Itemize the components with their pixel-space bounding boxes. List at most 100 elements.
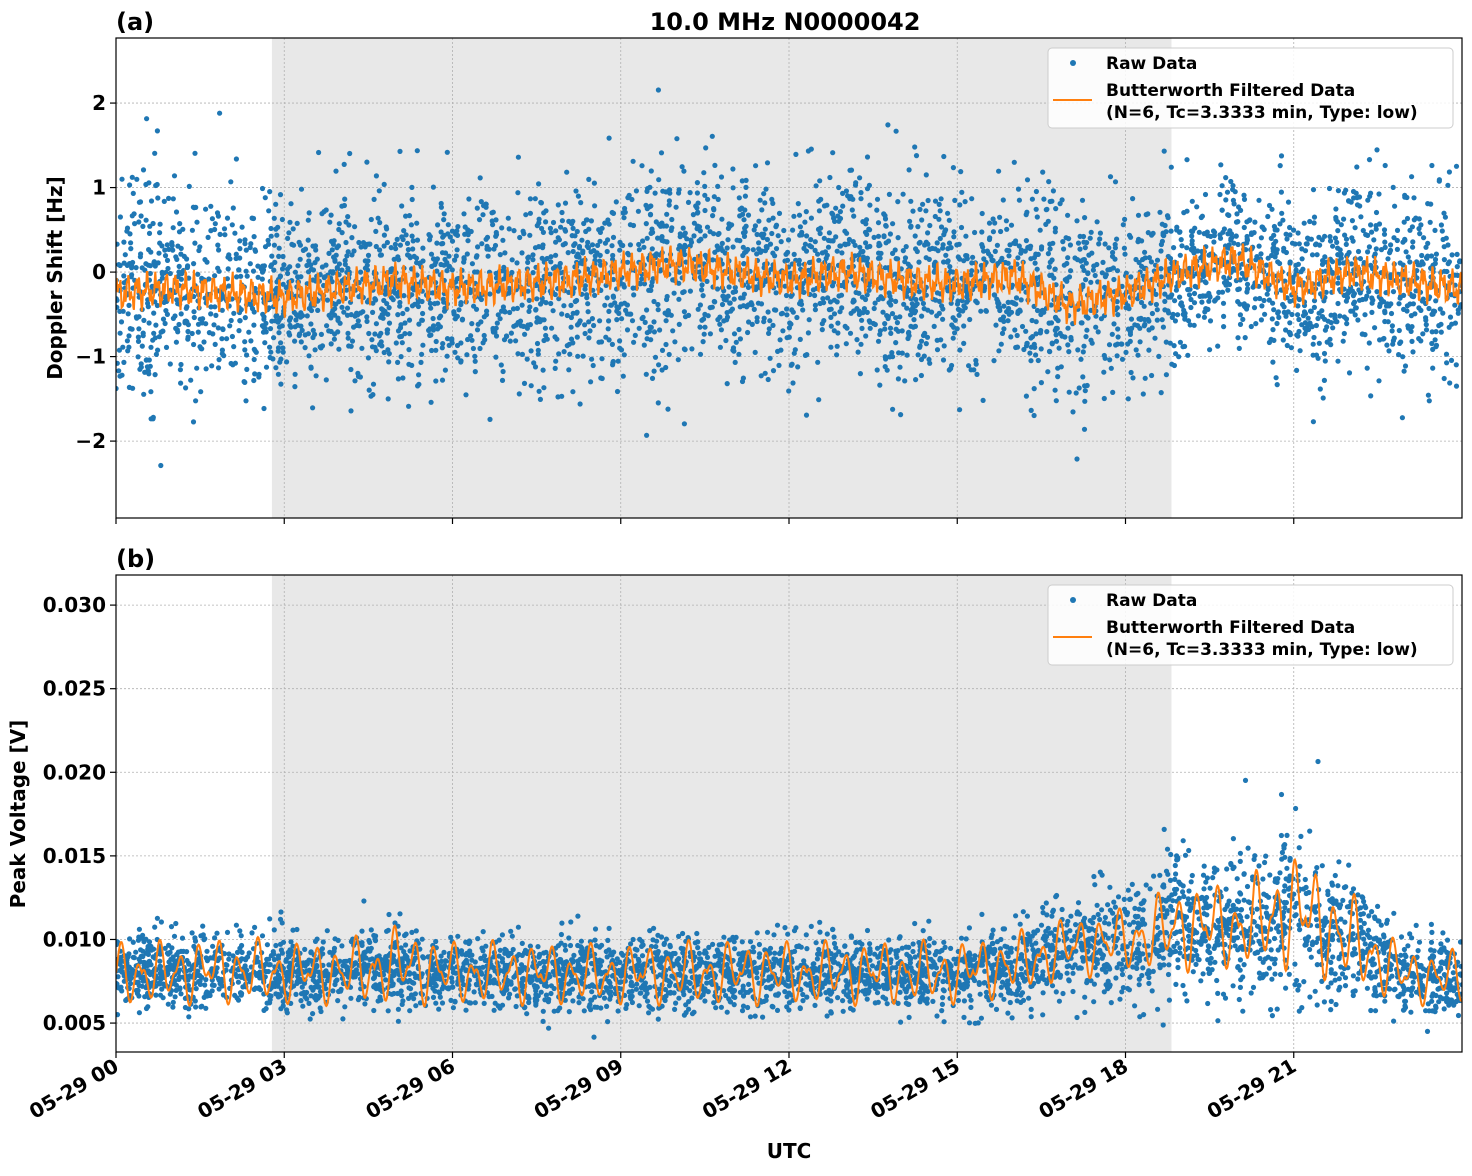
raw-point <box>606 309 611 314</box>
raw-point <box>974 372 979 377</box>
raw-point <box>1249 324 1254 329</box>
raw-point <box>385 240 390 245</box>
raw-point <box>1004 227 1009 232</box>
raw-point <box>895 320 900 325</box>
raw-point <box>653 191 658 196</box>
raw-point <box>867 203 872 208</box>
raw-point <box>1391 185 1396 190</box>
raw-point <box>832 311 837 316</box>
raw-point <box>649 283 654 288</box>
raw-point <box>1404 308 1409 313</box>
raw-point <box>377 188 382 193</box>
raw-point <box>1225 190 1230 195</box>
raw-point <box>1075 347 1080 352</box>
raw-point <box>237 246 242 251</box>
raw-point <box>656 87 661 92</box>
raw-point <box>278 340 283 345</box>
raw-point <box>500 238 505 243</box>
raw-point <box>1367 244 1372 249</box>
raw-point <box>243 398 248 403</box>
raw-point <box>507 310 512 315</box>
raw-point <box>813 303 818 308</box>
raw-point <box>780 328 785 333</box>
raw-point <box>1136 213 1141 218</box>
raw-point <box>216 247 221 252</box>
raw-point <box>1280 302 1285 307</box>
raw-point <box>117 374 122 379</box>
raw-point <box>495 321 500 326</box>
raw-point <box>1287 299 1292 304</box>
raw-point <box>1095 219 1100 224</box>
raw-point <box>322 274 327 279</box>
raw-point <box>755 232 760 237</box>
raw-point <box>188 378 193 383</box>
raw-point <box>1025 914 1030 919</box>
raw-point <box>1059 364 1064 369</box>
raw-point <box>1388 242 1393 247</box>
raw-point <box>1162 149 1167 154</box>
raw-point <box>1146 348 1151 353</box>
raw-point <box>715 286 720 291</box>
raw-point <box>1454 164 1459 169</box>
raw-point <box>1075 257 1080 262</box>
raw-point <box>771 932 776 937</box>
raw-point <box>226 266 231 271</box>
raw-point <box>525 260 530 265</box>
raw-point <box>1001 314 1006 319</box>
raw-point <box>487 417 492 422</box>
raw-point <box>520 352 525 357</box>
raw-point <box>731 244 736 249</box>
raw-point <box>475 244 480 249</box>
raw-point <box>1365 986 1370 991</box>
raw-point <box>273 365 278 370</box>
raw-point <box>125 338 130 343</box>
raw-point <box>1208 318 1213 323</box>
raw-point <box>479 297 484 302</box>
raw-point <box>1055 374 1060 379</box>
raw-point <box>585 240 590 245</box>
raw-point <box>431 316 436 321</box>
raw-point <box>284 359 289 364</box>
raw-point <box>1210 875 1215 880</box>
raw-point <box>545 337 550 342</box>
raw-point <box>195 272 200 277</box>
raw-point <box>700 282 705 287</box>
raw-point <box>734 340 739 345</box>
raw-point <box>583 229 588 234</box>
raw-point <box>255 264 260 269</box>
raw-point <box>559 932 564 937</box>
raw-point <box>712 299 717 304</box>
raw-point <box>757 942 762 947</box>
raw-point <box>1159 390 1164 395</box>
raw-point <box>548 301 553 306</box>
raw-point <box>820 296 825 301</box>
raw-point <box>1234 233 1239 238</box>
raw-point <box>786 237 791 242</box>
raw-point <box>230 334 235 339</box>
raw-point <box>350 339 355 344</box>
raw-point <box>1053 229 1058 234</box>
raw-point <box>348 408 353 413</box>
raw-point <box>789 294 794 299</box>
raw-point <box>886 239 891 244</box>
raw-point <box>358 270 363 275</box>
raw-point <box>813 307 818 312</box>
raw-point <box>397 149 402 154</box>
raw-point <box>553 366 558 371</box>
raw-point <box>996 348 1001 353</box>
raw-point <box>576 194 581 199</box>
raw-point <box>696 201 701 206</box>
raw-point <box>801 290 806 295</box>
raw-point <box>116 368 121 373</box>
raw-point <box>795 364 800 369</box>
raw-point <box>1142 317 1147 322</box>
raw-point <box>1281 337 1286 342</box>
raw-point <box>231 205 236 210</box>
raw-point <box>992 220 997 225</box>
raw-point <box>858 371 863 376</box>
raw-point <box>1074 390 1079 395</box>
raw-point <box>1128 329 1133 334</box>
raw-point <box>359 244 364 249</box>
raw-point <box>838 209 843 214</box>
panel-label-b: (b) <box>116 545 155 573</box>
